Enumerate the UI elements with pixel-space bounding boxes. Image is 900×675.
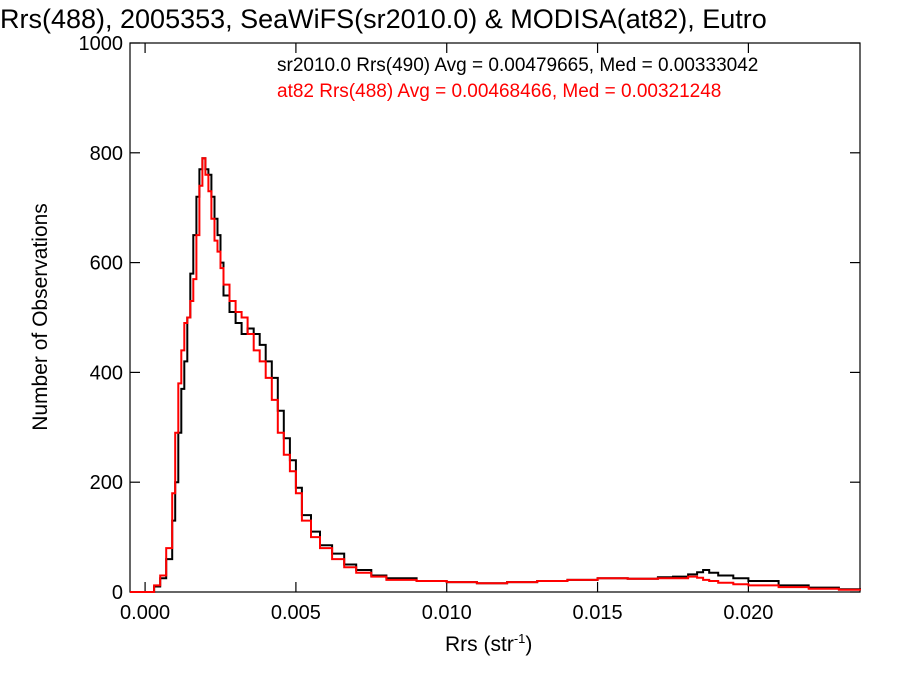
y-axis: 0 200 400 600 800 1000: [79, 33, 860, 604]
legend-entry-sr2010: sr2010.0 Rrs(490) Avg = 0.00479665, Med …: [277, 55, 758, 76]
y-tick-label: 600: [90, 253, 123, 275]
y-tick-label: 200: [90, 472, 123, 494]
series-at82-line: [130, 157, 861, 593]
x-axis-label: Rrs (str-1): [445, 631, 532, 656]
y-tick-label: 400: [90, 362, 123, 384]
x-tick-label: 0.000: [120, 602, 170, 624]
y-axis-label: Number of Observations: [29, 203, 52, 431]
plot-frame: [129, 42, 861, 593]
chart-title: Rrs(488), 2005353, SeaWiFS(sr2010.0) & M…: [0, 4, 767, 34]
x-axis-label-main: Rrs (str: [445, 633, 514, 656]
y-tick-label: 1000: [79, 33, 124, 55]
x-axis-label-superscript: -1: [514, 631, 526, 646]
x-axis: 0.000 0.005 0.010 0.015 0.020: [120, 43, 773, 624]
legend-entry-at82: at82 Rrs(488) Avg = 0.00468466, Med = 0.…: [277, 81, 721, 102]
y-tick-label: 0: [112, 582, 123, 604]
x-tick-label: 0.010: [422, 602, 472, 624]
series-layer: [130, 157, 861, 593]
x-tick-label: 0.005: [271, 602, 321, 624]
x-axis-label-close: ): [525, 633, 532, 656]
x-tick-label: 0.015: [573, 602, 623, 624]
x-tick-label: 0.020: [723, 602, 773, 624]
y-tick-label: 800: [90, 143, 123, 165]
series-sr2010-line: [130, 157, 861, 593]
